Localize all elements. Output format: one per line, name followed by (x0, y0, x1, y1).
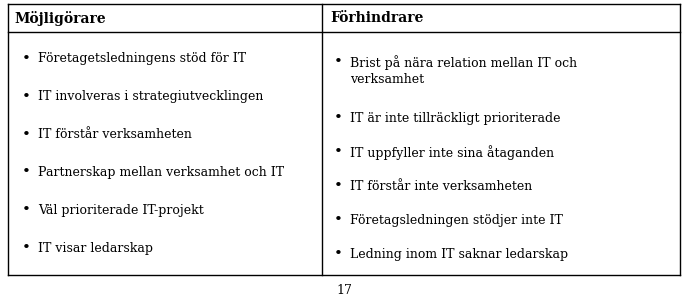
Text: Företagsledningen stödjer inte IT: Företagsledningen stödjer inte IT (350, 213, 563, 226)
Text: Företagetsledningens stöd för IT: Företagetsledningens stöd för IT (38, 52, 246, 65)
Text: IT involveras i strategiutvecklingen: IT involveras i strategiutvecklingen (38, 90, 264, 103)
Text: verksamhet: verksamhet (350, 73, 424, 85)
Text: IT är inte tillräckligt prioriterade: IT är inte tillräckligt prioriterade (350, 112, 561, 125)
Text: •: • (21, 128, 30, 142)
Text: IT förstår inte verksamheten: IT förstår inte verksamheten (350, 180, 533, 192)
Text: •: • (334, 213, 343, 227)
Text: Partnerskap mellan verksamhet och IT: Partnerskap mellan verksamhet och IT (38, 166, 284, 179)
Text: •: • (334, 247, 343, 261)
Text: •: • (21, 165, 30, 179)
Text: •: • (334, 145, 343, 159)
Text: •: • (334, 111, 343, 125)
Text: IT uppfyller inte sina åtaganden: IT uppfyller inte sina åtaganden (350, 145, 555, 160)
Text: •: • (21, 52, 30, 66)
Text: •: • (21, 203, 30, 217)
Text: Möjligörare: Möjligörare (14, 11, 106, 26)
Text: •: • (21, 241, 30, 255)
Text: Förhindrare: Förhindrare (330, 11, 424, 25)
Text: •: • (21, 90, 30, 104)
Text: •: • (334, 179, 343, 193)
Text: IT visar ledarskap: IT visar ledarskap (38, 242, 153, 254)
Text: •: • (334, 55, 343, 69)
Text: 17: 17 (336, 284, 352, 296)
Text: Väl prioriterade IT-projekt: Väl prioriterade IT-projekt (38, 204, 204, 217)
Text: IT förstår verksamheten: IT förstår verksamheten (38, 128, 192, 141)
Text: Brist på nära relation mellan IT och: Brist på nära relation mellan IT och (350, 55, 578, 70)
Text: Ledning inom IT saknar ledarskap: Ledning inom IT saknar ledarskap (350, 247, 568, 261)
